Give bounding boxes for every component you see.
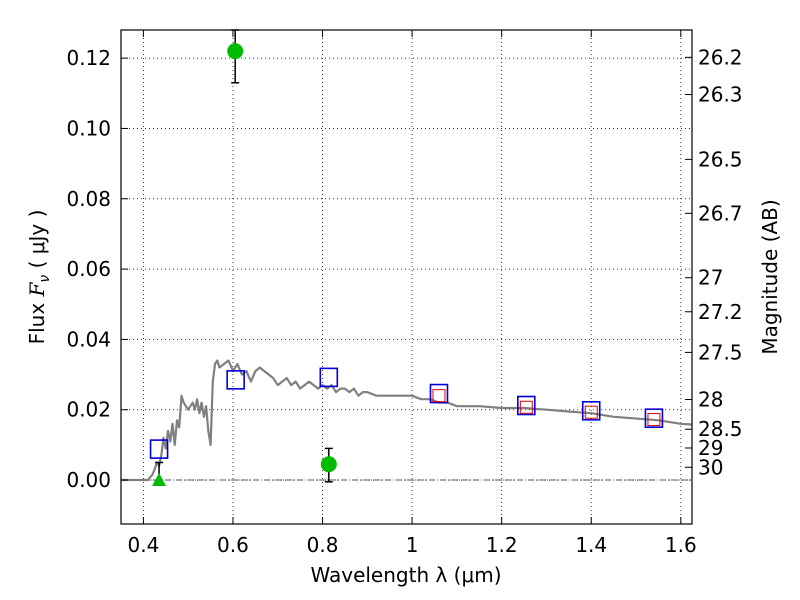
markers [149, 43, 664, 487]
y2-tick-label: 26.7 [698, 201, 743, 225]
x-tick-label: 0.4 [127, 533, 159, 557]
y-tick-labels: 0.00 0.02 0.04 0.06 0.08 0.10 0.12 [66, 46, 111, 492]
model-photometry-box [149, 439, 169, 459]
detection-point [227, 43, 244, 60]
y-axis-label: Flux Fν ( μJy ) [25, 210, 53, 345]
observed-box [519, 400, 533, 414]
x-tick-label: 0.6 [217, 533, 249, 557]
upper-limit-marker [152, 473, 167, 487]
y-axis-label-var: F [25, 281, 49, 297]
y2-tick-label: 27 [698, 266, 723, 290]
x-tick-label: 1.4 [575, 533, 607, 557]
grid [121, 30, 692, 524]
y2-tick-label: 26.3 [698, 83, 743, 107]
y-axis-label-sub: ν [37, 275, 53, 283]
model-photometry-box [516, 395, 536, 416]
model-spectrum-line [121, 359, 693, 482]
y-tick-label: 0.08 [66, 187, 111, 211]
observed-box [647, 413, 661, 427]
ticks [121, 30, 692, 524]
model-photometry-box [226, 370, 245, 390]
y-tick-label: 0.12 [66, 46, 111, 70]
y2-tick-label: 27.5 [698, 340, 743, 364]
plot-frame [120, 29, 693, 525]
model-spectrum [121, 359, 693, 482]
x-tick-label: 1 [406, 533, 419, 557]
x-tick-label: 0.8 [307, 533, 339, 557]
x-tick-label: 1.6 [665, 533, 697, 557]
observed-box [432, 389, 446, 403]
x-axis-label: Wavelength λ (μm) [310, 563, 501, 587]
y2-tick-label: 26.2 [698, 45, 743, 69]
y-axis-label-prefix: Flux [25, 296, 49, 344]
y2-tick-label: 27.2 [698, 300, 743, 324]
y-axis-label-suffix: ( μJy ) [25, 210, 49, 275]
y-tick-label: 0.00 [66, 468, 111, 492]
y2-tick-label: 28 [698, 388, 723, 412]
y-tick-label: 0.04 [66, 327, 111, 351]
model-photometry-box [581, 400, 601, 421]
y-tick-label: 0.02 [66, 398, 111, 422]
y-tick-label: 0.10 [66, 116, 111, 140]
y2-tick-label: 29 [698, 436, 723, 460]
x-tick-label: 1.2 [486, 533, 518, 557]
observed-box [584, 405, 598, 419]
detection-point [320, 456, 337, 473]
y-tick-label: 0.06 [66, 257, 111, 281]
error-bars [155, 29, 333, 483]
model-photometry-box [319, 367, 339, 388]
y2-tick-label: 28.5 [698, 417, 743, 441]
y2-tick-label: 26.5 [698, 147, 743, 171]
y2-axis-label: Magnitude (AB) [758, 199, 782, 354]
x-tick-labels: 0.4 0.6 0.8 1 1.2 1.4 1.6 [127, 533, 696, 557]
model-photometry-box [429, 383, 449, 404]
y2-tick-label: 30 [698, 455, 723, 479]
model-photometry-box [644, 408, 664, 428]
